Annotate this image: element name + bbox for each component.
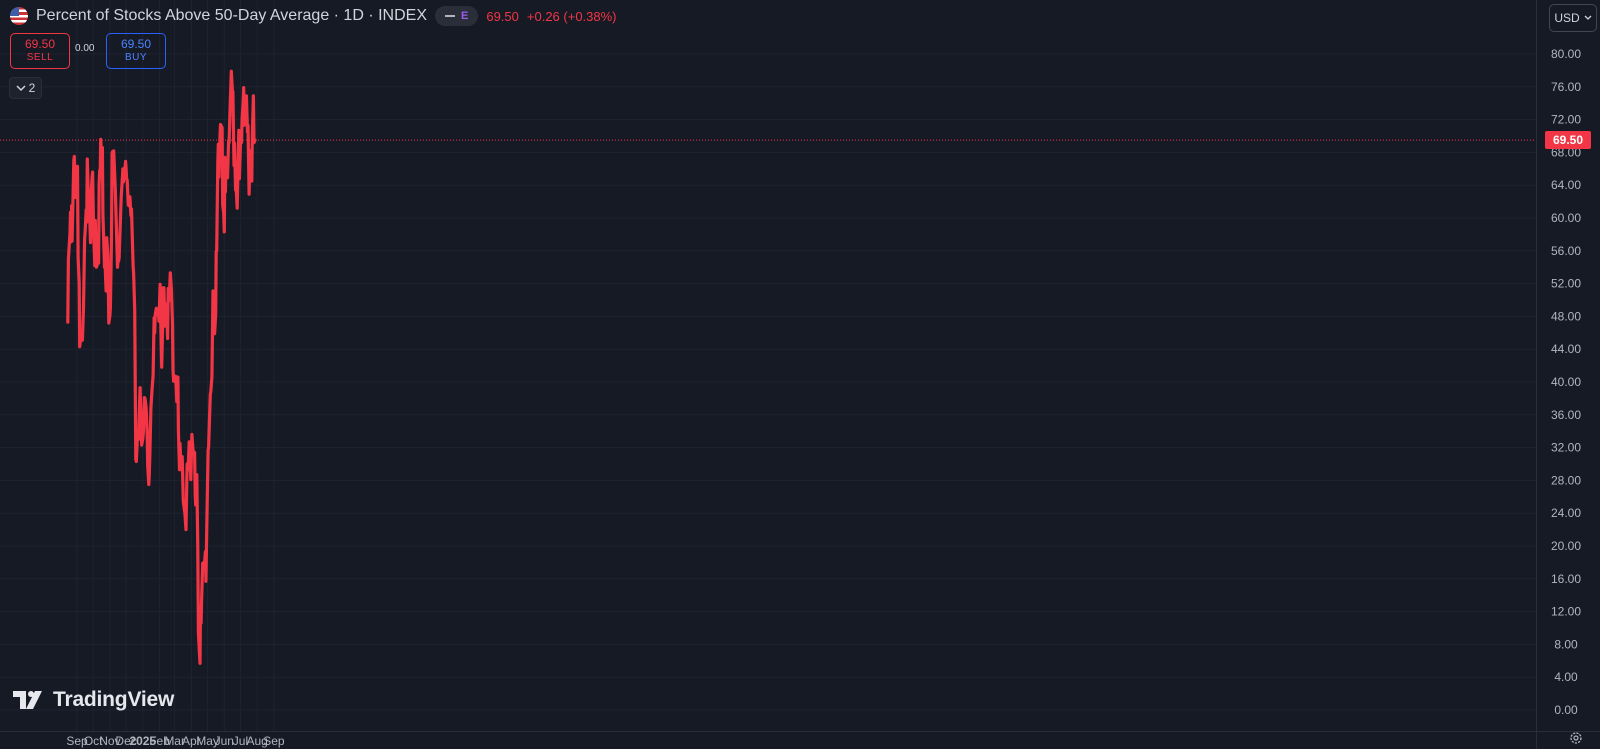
buy-button[interactable]: 69.50 BUY: [106, 33, 166, 69]
settings-gear-icon[interactable]: [1569, 731, 1583, 745]
y-tick-label: 60.00: [1551, 211, 1581, 225]
y-tick-label: 8.00: [1554, 637, 1578, 651]
series-line[interactable]: [66, 69, 257, 665]
x-tick-label: May: [196, 734, 219, 748]
x-tick-label: Sep: [263, 734, 285, 748]
y-tick-label: 80.00: [1551, 47, 1581, 61]
y-tick-label: 44.00: [1551, 342, 1581, 356]
x-tick-label: Nov: [99, 734, 120, 748]
y-tick-label: 4.00: [1554, 670, 1578, 684]
x-tick-label: Oct: [84, 734, 103, 748]
x-tick-label: Jun: [215, 734, 234, 748]
y-tick-label: 72.00: [1551, 113, 1581, 127]
y-tick-label: 32.00: [1551, 441, 1581, 455]
indicators-toggle-button[interactable]: 2: [9, 77, 42, 99]
chevron-down-icon: [1584, 15, 1592, 20]
y-tick-label: 64.00: [1551, 178, 1581, 192]
y-tick-label: 28.00: [1551, 473, 1581, 487]
y-tick-label: 52.00: [1551, 277, 1581, 291]
sell-button[interactable]: 69.50 SELL: [10, 33, 70, 69]
y-tick-label: 76.00: [1551, 80, 1581, 94]
spread-value: 0.00: [75, 43, 95, 54]
y-tick-label: 24.00: [1551, 506, 1581, 520]
tradingview-logo-icon: [13, 691, 42, 709]
logo-text: TradingView: [53, 688, 175, 711]
y-tick-label: 36.00: [1551, 408, 1581, 422]
us-flag-icon: [10, 7, 28, 25]
events-pill[interactable]: E: [435, 6, 479, 26]
chart-header: Percent of Stocks Above 50-Day Average ·…: [10, 5, 617, 27]
chevron-down-icon: [16, 85, 26, 92]
x-tick-label: Dec: [115, 734, 136, 748]
indicators-count: 2: [28, 81, 36, 95]
y-tick-label: 56.00: [1551, 244, 1581, 258]
minus-icon: [445, 15, 455, 17]
y-tick-label: 40.00: [1551, 375, 1581, 389]
y-tick-label: 12.00: [1551, 605, 1581, 619]
buy-label: BUY: [124, 52, 148, 63]
y-tick-label: 48.00: [1551, 309, 1581, 323]
symbol-title[interactable]: Percent of Stocks Above 50-Day Average ·…: [36, 7, 427, 24]
last-price: 69.50: [486, 8, 519, 24]
last-price-label: 69.50: [1545, 131, 1591, 150]
buy-price: 69.50: [120, 37, 152, 51]
sell-label: SELL: [26, 52, 54, 63]
currency-label: USD: [1554, 11, 1580, 25]
y-tick-label: 0.00: [1554, 703, 1578, 717]
sell-price: 69.50: [24, 37, 56, 51]
price-change: +0.26 (+0.38%): [526, 8, 617, 24]
x-tick-label: 2025: [129, 734, 156, 748]
currency-select[interactable]: USD: [1549, 4, 1597, 32]
x-tick-label: Jul: [233, 734, 248, 748]
x-tick-label: Sep: [66, 734, 88, 748]
x-tick-label: Mar: [164, 734, 185, 748]
x-tick-label: Aug: [247, 734, 268, 748]
y-tick-label: 16.00: [1551, 572, 1581, 586]
events-label: E: [461, 10, 469, 22]
tradingview-logo[interactable]: TradingView: [13, 688, 174, 712]
x-tick-label: Feb: [149, 734, 170, 748]
y-tick-label: 20.00: [1551, 539, 1581, 553]
x-tick-label: Apr: [182, 734, 201, 748]
